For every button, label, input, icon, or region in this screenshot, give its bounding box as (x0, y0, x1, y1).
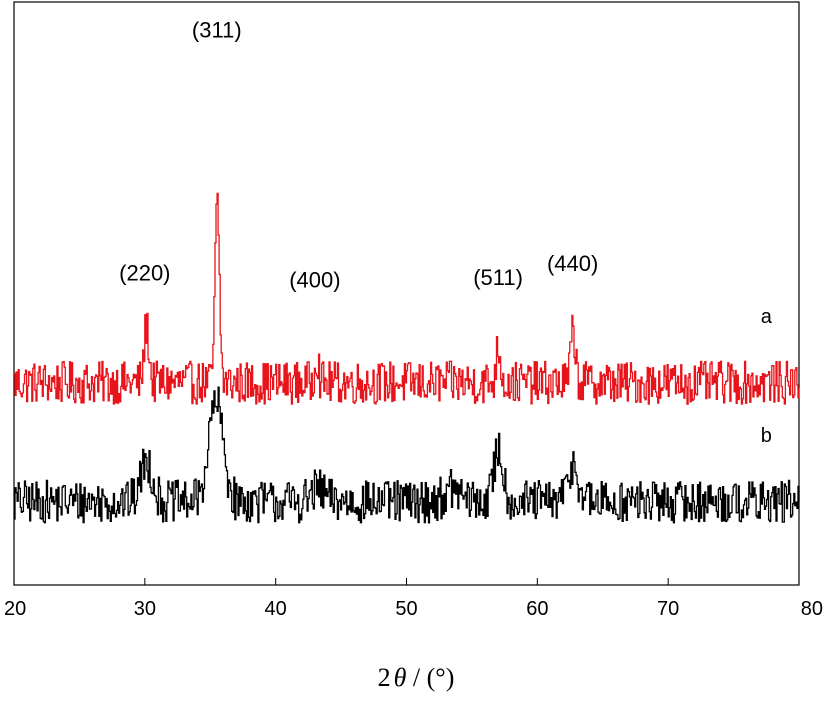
x-tick-label: 50 (395, 598, 417, 620)
annotation-group: (220) (311) (400) (511) (440) (119, 18, 598, 293)
x-label-theta: θ (394, 663, 407, 692)
x-axis-ticks: 20 30 40 50 60 70 80 (4, 578, 823, 620)
x-tick-label: 60 (526, 598, 548, 620)
x-tick-label: 20 (4, 598, 26, 620)
peak-annotation: (311) (192, 18, 242, 43)
series-line-a (14, 192, 800, 405)
x-tick-label: 80 (801, 598, 823, 620)
peak-annotation: (440) (547, 251, 598, 276)
x-tick-label: 30 (134, 598, 156, 620)
x-label-number: 2 (378, 663, 391, 692)
series-label-a: a (761, 306, 773, 328)
series-line-b (14, 386, 800, 524)
peak-annotation: (400) (289, 268, 340, 293)
series-group: ab (14, 192, 800, 524)
x-tick-label: 70 (657, 598, 679, 620)
series-label-b: b (761, 425, 772, 447)
x-tick-label: 40 (265, 598, 287, 620)
x-label-unit: / (°) (406, 663, 454, 692)
peak-annotation: (511) (473, 265, 523, 290)
peak-annotation: (220) (119, 260, 170, 285)
